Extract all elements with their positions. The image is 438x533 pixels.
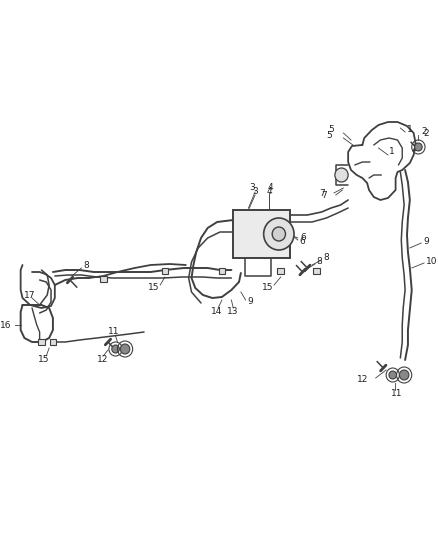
Text: 9: 9 [423,238,429,246]
Text: 5: 5 [328,125,334,134]
Text: 7: 7 [321,191,327,200]
Text: 16: 16 [0,320,11,329]
Text: 11: 11 [391,390,403,399]
Circle shape [389,371,396,379]
Text: 2: 2 [421,127,427,136]
Text: 8: 8 [323,254,329,262]
Text: 6: 6 [300,237,305,246]
Circle shape [399,370,409,380]
Text: 8: 8 [317,257,322,266]
Text: 3: 3 [252,187,258,196]
FancyBboxPatch shape [314,268,320,274]
Text: 12: 12 [357,375,368,384]
Text: 17: 17 [25,290,36,300]
FancyBboxPatch shape [233,210,290,258]
Text: 4: 4 [268,183,273,192]
Circle shape [335,168,348,182]
FancyBboxPatch shape [38,339,45,345]
Circle shape [264,218,294,250]
Text: 1: 1 [407,125,413,134]
Text: 10: 10 [426,257,438,266]
Circle shape [120,344,130,354]
Text: 2: 2 [423,128,429,138]
Text: 4: 4 [266,187,272,196]
FancyBboxPatch shape [49,339,56,345]
Text: 11: 11 [108,327,120,336]
Circle shape [272,227,286,241]
Text: 7: 7 [320,190,325,198]
FancyBboxPatch shape [219,268,225,274]
Text: 9: 9 [247,297,253,306]
FancyBboxPatch shape [277,268,284,274]
Circle shape [112,345,120,353]
Text: 12: 12 [97,356,108,365]
Text: 14: 14 [211,308,222,317]
Circle shape [415,143,422,151]
FancyBboxPatch shape [100,276,106,282]
Text: 15: 15 [148,282,159,292]
Text: 3: 3 [249,183,255,192]
Text: 15: 15 [262,282,273,292]
Text: 15: 15 [38,356,49,365]
Text: 13: 13 [226,308,238,317]
Text: 8: 8 [83,262,89,271]
Text: 1: 1 [389,148,395,157]
Text: 6: 6 [300,232,307,241]
FancyBboxPatch shape [162,268,168,274]
Text: 5: 5 [326,132,332,141]
